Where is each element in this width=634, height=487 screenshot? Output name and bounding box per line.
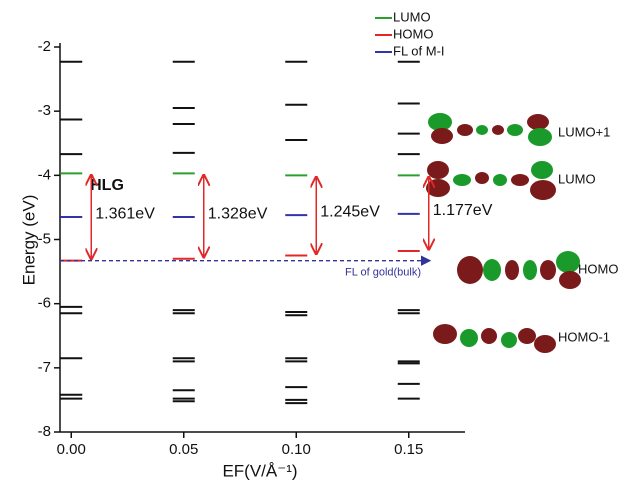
fermi-label: FL of gold(bulk)	[345, 267, 421, 279]
y-tick-label: -7	[38, 359, 51, 376]
gap-label: 1.328eV	[208, 205, 268, 222]
x-tick-label: 0.00	[57, 441, 86, 458]
orbital-label: LUMO	[558, 171, 596, 186]
y-tick-label: -6	[38, 295, 51, 312]
gap-label: 1.361eV	[95, 205, 155, 222]
y-tick-label: -8	[38, 423, 51, 440]
y-tick-label: -2	[38, 38, 51, 55]
gap-label: 1.245eV	[320, 203, 380, 220]
gap-label: 1.177eV	[433, 202, 493, 219]
orbital-label: LUMO+1	[558, 124, 610, 139]
x-tick-label: 0.10	[282, 441, 311, 458]
y-axis-label: Energy (eV)	[19, 195, 38, 286]
orbital-pictures	[426, 113, 581, 353]
x-tick-label: 0.05	[169, 441, 198, 458]
x-axis-label: EF(V/Å⁻¹)	[222, 461, 297, 480]
orbital-label: HOMO	[578, 261, 618, 276]
y-tick-label: -3	[38, 102, 51, 119]
orbital-label: HOMO-1	[558, 329, 610, 344]
legend-label: HOMO	[393, 26, 433, 41]
y-tick-label: -5	[38, 230, 51, 247]
y-tick-label: -4	[38, 166, 51, 183]
legend-label: LUMO	[393, 9, 431, 24]
legend-label: FL of M-I	[393, 43, 445, 58]
x-tick-label: 0.15	[394, 441, 423, 458]
gap-title: HLG	[90, 177, 124, 194]
